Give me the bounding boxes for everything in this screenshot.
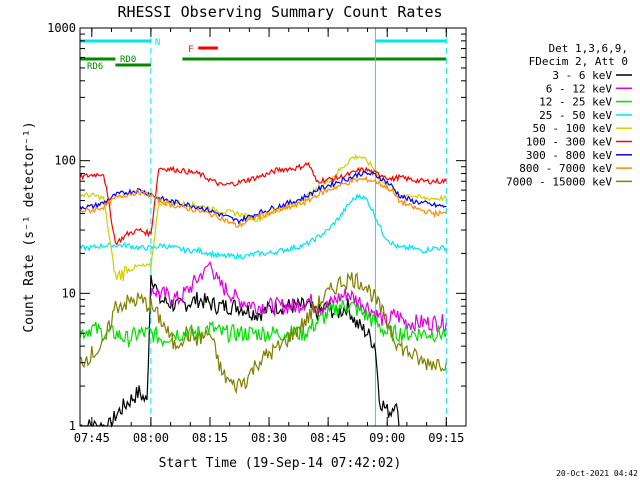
flag-label: RD6 bbox=[87, 62, 103, 72]
legend-label: 50 - 100 keV bbox=[533, 122, 613, 135]
legend-label: 3 - 6 keV bbox=[552, 69, 612, 82]
x-axis-label: Start Time (19-Sep-14 07:42:02) bbox=[159, 456, 402, 471]
y-axis-label: Count Rate (s⁻¹ detector⁻¹) bbox=[22, 121, 37, 332]
x-tick-label: 08:45 bbox=[310, 431, 346, 445]
legend-label: 25 - 50 keV bbox=[539, 109, 612, 122]
legend-label: 7000 - 15000 keV bbox=[506, 175, 612, 188]
legend-header-line: FDecim 2, Att 0 bbox=[529, 55, 628, 68]
y-axis: 1 10 100 1000 bbox=[47, 21, 466, 433]
series-line bbox=[79, 175, 447, 228]
flag-label: F bbox=[188, 45, 193, 55]
y-tick-label: 100 bbox=[54, 154, 76, 168]
x-tick-label: 07:45 bbox=[74, 431, 110, 445]
series-line bbox=[79, 153, 447, 282]
x-tick-label: 08:30 bbox=[251, 431, 287, 445]
y-tick-label: 1 bbox=[69, 419, 76, 433]
footer-date: 20-Oct-2021 04:42 bbox=[556, 469, 638, 478]
chart-title: RHESSI Observing Summary Count Rates bbox=[117, 3, 442, 21]
legend-header-line: Det 1,3,6,9, bbox=[549, 42, 628, 55]
legend-label: 800 - 7000 keV bbox=[519, 162, 612, 175]
series-lines bbox=[79, 153, 447, 428]
x-tick-label: 08:00 bbox=[133, 431, 169, 445]
series-line bbox=[79, 161, 447, 246]
plot-frame bbox=[79, 27, 467, 427]
legend-label: 300 - 800 keV bbox=[526, 149, 612, 162]
day-night-guides bbox=[150, 28, 447, 426]
series-line bbox=[79, 169, 447, 225]
flag-label: RD0 bbox=[120, 55, 136, 65]
x-tick-label: 08:15 bbox=[192, 431, 228, 445]
series-line bbox=[79, 274, 400, 428]
series-line bbox=[79, 272, 447, 395]
legend-label: 6 - 12 keV bbox=[546, 82, 613, 95]
x-axis: 07:45 08:00 08:15 08:30 08:45 09:00 09:15 bbox=[74, 28, 467, 445]
series-line bbox=[79, 193, 447, 260]
legend-label: 100 - 300 keV bbox=[526, 136, 612, 149]
flag-label: N bbox=[155, 38, 160, 48]
series-line bbox=[79, 299, 447, 348]
legend-label: 12 - 25 keV bbox=[539, 96, 612, 109]
x-tick-label: 09:15 bbox=[428, 431, 464, 445]
y-tick-label: 1000 bbox=[47, 21, 76, 35]
series-line bbox=[150, 260, 447, 334]
x-tick-label: 09:00 bbox=[369, 431, 405, 445]
y-tick-label: 10 bbox=[62, 286, 76, 300]
flag-bars: N F RD0 RD6 bbox=[80, 38, 447, 72]
